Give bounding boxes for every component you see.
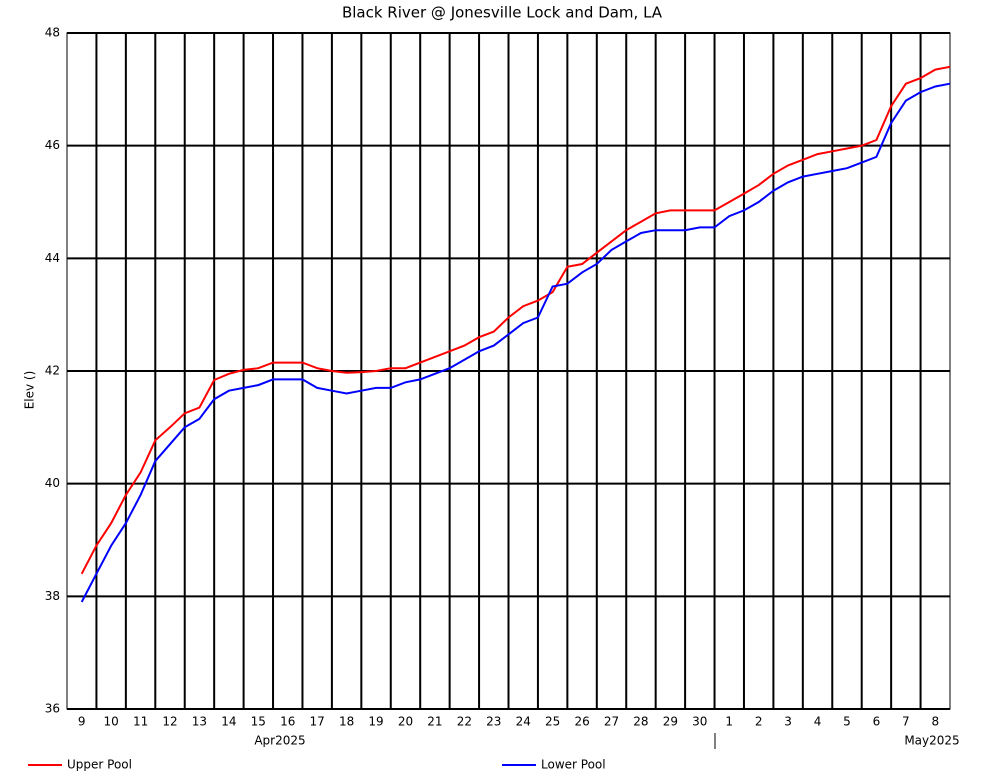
legend-label: Lower Pool	[541, 758, 606, 772]
y-tick-label: 40	[45, 476, 60, 490]
x-tick-label: 21	[427, 715, 442, 729]
x-tick-label: 22	[457, 715, 472, 729]
x-tick-label: 9	[78, 715, 86, 729]
y-tick-label: 42	[45, 364, 60, 378]
x-tick-label: 15	[251, 715, 266, 729]
y-tick-label: 48	[45, 26, 60, 40]
x-tick-label: 20	[398, 715, 413, 729]
x-tick-label: 23	[486, 715, 501, 729]
x-tick-label: 16	[280, 715, 295, 729]
x-tick-label: 30	[692, 715, 707, 729]
x-tick-label: 13	[192, 715, 207, 729]
x-tick-label: 12	[162, 715, 177, 729]
month-label: May2025	[904, 734, 959, 748]
x-tick-label: 1	[725, 715, 733, 729]
y-tick-label: 44	[45, 251, 60, 265]
x-tick-label: 25	[545, 715, 560, 729]
x-tick-label: 27	[604, 715, 619, 729]
x-tick-label: 29	[663, 715, 678, 729]
x-tick-label: 7	[902, 715, 910, 729]
x-tick-label: 5	[843, 715, 851, 729]
x-tick-label: 26	[574, 715, 589, 729]
x-tick-label: 14	[221, 715, 236, 729]
y-tick-label: 38	[45, 589, 60, 603]
x-tick-label: 28	[633, 715, 648, 729]
x-tick-label: 4	[814, 715, 822, 729]
x-tick-label: 17	[310, 715, 325, 729]
x-tick-label: 8	[931, 715, 939, 729]
y-tick-label: 36	[45, 702, 60, 716]
x-tick-label: 18	[339, 715, 354, 729]
month-label: Apr2025	[254, 734, 305, 748]
legend-label: Upper Pool	[67, 758, 132, 772]
x-tick-label: 10	[104, 715, 119, 729]
chart-title: Black River @ Jonesville Lock and Dam, L…	[342, 4, 663, 22]
x-tick-label: 19	[368, 715, 383, 729]
series-line	[80, 65, 951, 575]
y-axis-label: Elev ()	[23, 371, 37, 410]
x-tick-label: 3	[784, 715, 792, 729]
x-tick-label: 2	[755, 715, 763, 729]
plot-border	[66, 32, 951, 710]
series-line	[80, 82, 951, 603]
x-tick-label: 6	[873, 715, 881, 729]
y-tick-label: 46	[45, 138, 60, 152]
x-tick-label: 11	[133, 715, 148, 729]
x-tick-label: 24	[516, 715, 531, 729]
